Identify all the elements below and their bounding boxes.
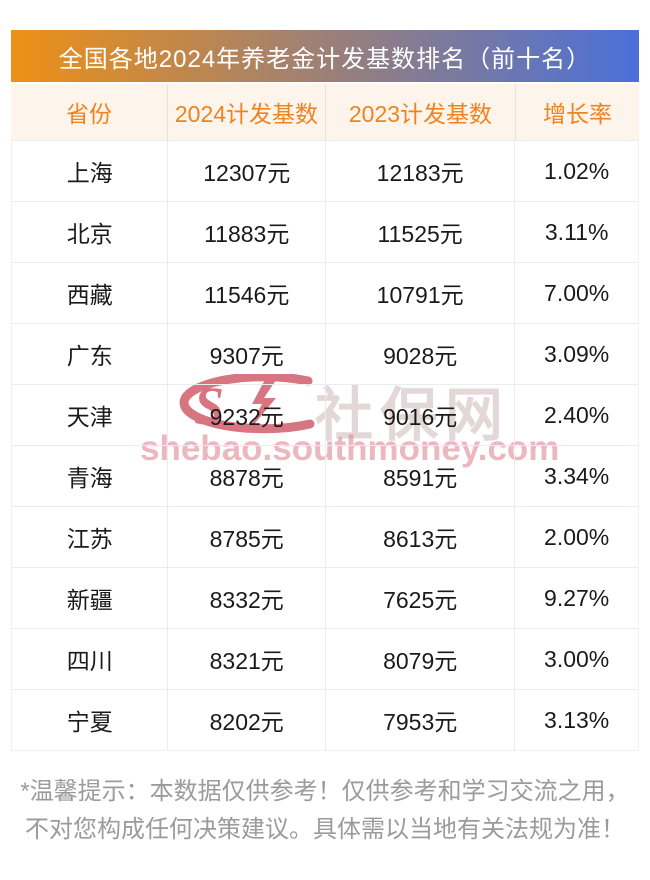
- base-2023-cell: 9016元: [324, 385, 514, 445]
- disclaimer-line-1: *温馨提示：本数据仅供参考！仅供参考和学习交流之用，: [20, 778, 630, 805]
- base-2024-cell: 8332元: [167, 568, 325, 628]
- table-card: 全国各地2024年养老金计发基数排名（前十名） 省份 2024计发基数 2023…: [11, 30, 639, 849]
- province-cell: 新疆: [66, 587, 113, 613]
- column-header-province: 省份: [65, 101, 112, 127]
- province-cell: 青海: [66, 465, 113, 491]
- province-cell: 上海: [66, 160, 113, 186]
- province-cell: 北京: [66, 221, 113, 247]
- base-2023-cell: 8591元: [324, 446, 514, 506]
- column-header-base-2023: 2023计发基数: [324, 84, 515, 140]
- base-2024-cell: 9232元: [167, 385, 325, 445]
- province-cell: 西藏: [66, 282, 113, 308]
- base-2023-cell: 8079元: [324, 629, 514, 689]
- column-header-base-2024: 2024计发基数: [166, 84, 325, 140]
- province-cell: 宁夏: [66, 709, 113, 735]
- base-2024-cell: 8878元: [167, 446, 325, 506]
- base-2023-cell: 7953元: [324, 690, 514, 750]
- table-row: 天津 9232元 9016元 2.40%: [12, 384, 638, 445]
- growth-rate-cell: 3.34%: [514, 446, 638, 506]
- table-row: 西藏 11546元 10791元 7.00%: [12, 262, 638, 323]
- base-2024-cell: 9307元: [167, 324, 325, 384]
- growth-rate-cell: 3.11%: [514, 202, 638, 262]
- table-row: 上海 12307元 12183元 1.02%: [12, 140, 638, 201]
- table-header-row: 省份 2024计发基数 2023计发基数 增长率: [11, 84, 639, 140]
- base-2024-cell: 11546元: [167, 263, 325, 323]
- base-2023-cell: 10791元: [324, 263, 514, 323]
- growth-rate-cell: 9.27%: [514, 568, 638, 628]
- base-2023-cell: 7625元: [324, 568, 514, 628]
- base-2024-cell: 11883元: [167, 202, 325, 262]
- base-2023-cell: 8613元: [324, 507, 514, 567]
- disclaimer: *温馨提示：本数据仅供参考！仅供参考和学习交流之用， 不对您构成任何决策建议。具…: [11, 773, 639, 849]
- title-bar: 全国各地2024年养老金计发基数排名（前十名）: [11, 30, 639, 82]
- table-body: 上海 12307元 12183元 1.02% 北京 11883元 11525元 3.11% 西藏…: [11, 140, 639, 751]
- growth-rate-cell: 3.09%: [514, 324, 638, 384]
- province-cell: 广东: [66, 343, 113, 369]
- page-title: 全国各地2024年养老金计发基数排名（前十名）: [58, 45, 592, 73]
- column-header-growth-rate: 增长率: [514, 84, 639, 140]
- table-row: 广东 9307元 9028元 3.09%: [12, 323, 638, 384]
- base-2024-cell: 8785元: [167, 507, 325, 567]
- table-row: 新疆 8332元 7625元 9.27%: [12, 567, 638, 628]
- growth-rate-cell: 2.40%: [514, 385, 638, 445]
- table-row: 北京 11883元 11525元 3.11%: [12, 201, 638, 262]
- base-2023-cell: 9028元: [324, 324, 514, 384]
- province-cell: 江苏: [66, 526, 113, 552]
- growth-rate-cell: 3.00%: [514, 629, 638, 689]
- base-2024-cell: 8202元: [167, 690, 325, 750]
- growth-rate-cell: 7.00%: [514, 263, 638, 323]
- disclaimer-line-2: 不对您构成任何决策建议。具体需以当地有关法规为准！: [25, 816, 625, 843]
- base-2024-cell: 12307元: [167, 141, 325, 201]
- province-cell: 天津: [66, 404, 113, 430]
- base-2023-cell: 11525元: [324, 202, 514, 262]
- table-row: 宁夏 8202元 7953元 3.13%: [12, 689, 638, 750]
- table-row: 青海 8878元 8591元 3.34%: [12, 445, 638, 506]
- base-2023-cell: 12183元: [324, 141, 514, 201]
- growth-rate-cell: 2.00%: [514, 507, 638, 567]
- base-2024-cell: 8321元: [167, 629, 325, 689]
- table-row: 四川 8321元 8079元 3.00%: [12, 628, 638, 689]
- growth-rate-cell: 1.02%: [514, 141, 638, 201]
- province-cell: 四川: [66, 648, 113, 674]
- growth-rate-cell: 3.13%: [514, 690, 638, 750]
- table-row: 江苏 8785元 8613元 2.00%: [12, 506, 638, 567]
